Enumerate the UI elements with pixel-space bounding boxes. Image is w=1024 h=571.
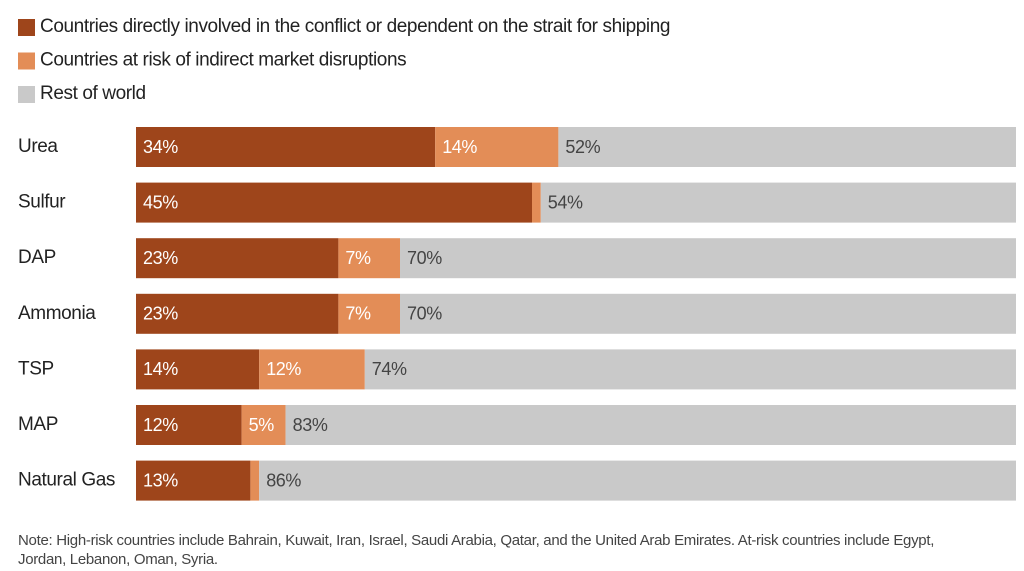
category-label: Ammonia xyxy=(18,303,96,324)
value-label: 7% xyxy=(345,304,371,324)
category-label: MAP xyxy=(18,414,58,435)
note: Note: High-risk countries include Bahrai… xyxy=(18,532,935,568)
bar-segment xyxy=(136,238,339,279)
value-label: 52% xyxy=(565,137,600,157)
value-label: 34% xyxy=(143,137,178,157)
bar-segment xyxy=(285,405,1017,445)
bar-segment xyxy=(532,182,541,223)
bar-segment xyxy=(435,127,559,167)
bar-segment xyxy=(338,238,400,279)
value-label: 5% xyxy=(249,415,275,435)
legend-label: Rest of world xyxy=(40,83,146,104)
bar-segment xyxy=(259,349,365,390)
bar-segment xyxy=(241,405,286,445)
bar-segment xyxy=(558,127,1016,167)
value-label: 14% xyxy=(442,137,477,157)
value-label: 54% xyxy=(548,192,583,212)
legend-swatch xyxy=(18,19,35,36)
bar-segment xyxy=(259,460,1016,501)
bar-segment xyxy=(136,349,260,390)
value-label: 23% xyxy=(143,304,178,324)
value-label: 70% xyxy=(407,248,442,268)
bar-segment xyxy=(250,460,260,501)
bar-segment xyxy=(540,182,1016,223)
legend-swatch xyxy=(18,52,35,70)
bar-segment xyxy=(338,293,400,334)
bar-segment xyxy=(136,460,251,501)
bar-segment xyxy=(136,182,532,223)
chart: Countries directly involved in the confl… xyxy=(18,16,1017,501)
category-label: Urea xyxy=(18,136,58,157)
value-label: 86% xyxy=(266,470,301,490)
value-label: 45% xyxy=(143,192,178,212)
bar-segment xyxy=(136,127,436,167)
value-label: 7% xyxy=(345,248,371,268)
bar-segment xyxy=(364,349,1016,390)
value-label: 70% xyxy=(407,304,442,324)
value-label: 12% xyxy=(143,415,178,435)
bar-segment xyxy=(400,293,1016,334)
legend-label: Countries at risk of indirect market dis… xyxy=(40,50,406,71)
value-label: 83% xyxy=(293,415,328,435)
bar-segment xyxy=(136,405,242,445)
bar-segment xyxy=(400,238,1016,279)
category-label: Natural Gas xyxy=(18,470,115,491)
legend-swatch xyxy=(18,86,35,103)
category-label: DAP xyxy=(18,247,56,268)
category-label: TSP xyxy=(18,358,54,379)
legend-label: Countries directly involved in the confl… xyxy=(40,16,670,37)
value-label: 74% xyxy=(372,359,407,379)
category-label: Sulfur xyxy=(18,192,66,213)
value-label: 12% xyxy=(266,359,301,379)
value-label: 14% xyxy=(143,359,178,379)
value-label: 23% xyxy=(143,248,178,268)
bar-segment xyxy=(136,293,339,334)
value-label: 13% xyxy=(143,470,178,490)
